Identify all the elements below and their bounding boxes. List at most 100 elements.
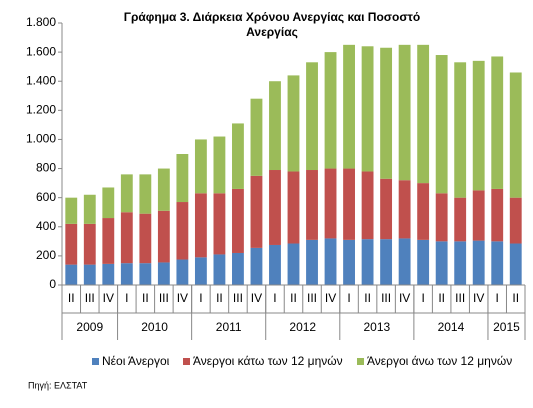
bar-segment — [157, 168, 170, 211]
bar-segment — [176, 154, 189, 203]
x-tick-label: IV — [103, 291, 114, 305]
bar-segment — [83, 264, 96, 285]
x-tick-label: IV — [399, 291, 410, 305]
bar-segment — [232, 123, 244, 189]
legend-swatch — [92, 358, 99, 365]
year-label: 2012 — [289, 320, 316, 334]
bar-segment — [194, 193, 207, 258]
bar-segment — [65, 264, 78, 285]
y-tick-label: 0 — [49, 277, 56, 291]
bar-segment — [250, 98, 263, 176]
bar-segment — [417, 44, 430, 184]
bar-segment — [491, 241, 504, 285]
x-tick-label: IV — [251, 291, 262, 305]
bar-segment — [472, 190, 485, 241]
x-tick-label: I — [496, 291, 499, 305]
bar-segment — [343, 168, 355, 240]
bar-segment — [83, 223, 96, 265]
x-tick-label: III — [85, 291, 95, 305]
bar-segment — [102, 187, 115, 219]
bar-segment — [454, 197, 467, 242]
y-tick-label: 1.000 — [26, 132, 56, 146]
bar-segment — [120, 212, 133, 264]
bar-segment — [361, 239, 374, 285]
legend-label: Άνεργοι άνω των 12 μηνών — [367, 354, 512, 368]
bar-segment — [287, 75, 300, 172]
x-tick-label: I — [273, 291, 276, 305]
x-tick-label: I — [199, 291, 202, 305]
bar-segment — [509, 72, 522, 198]
x-tick-label: IV — [177, 291, 188, 305]
bar-segment — [176, 202, 189, 260]
bar-segment — [232, 188, 244, 253]
bar-segment — [491, 56, 504, 189]
bar-segment — [269, 170, 281, 245]
bar-segment — [509, 197, 522, 244]
y-tick-label: 1.400 — [26, 73, 56, 87]
x-tick-label: I — [347, 291, 350, 305]
bar-segment — [120, 174, 133, 213]
x-tick-label: I — [421, 291, 424, 305]
bar-segment — [250, 247, 263, 285]
bar-segment — [176, 259, 189, 285]
bar-segment — [157, 262, 170, 285]
bar-segment — [361, 46, 374, 172]
bar-segment — [398, 44, 411, 181]
x-tick-label: II — [142, 291, 149, 305]
bar-segment — [417, 239, 430, 285]
year-label: 2013 — [363, 320, 390, 334]
legend-swatch — [357, 358, 364, 365]
bar-segment — [472, 60, 485, 191]
chart-title: Γράφημα 3. Διάρκεια Χρόνου Ανεργίας και … — [124, 10, 420, 24]
bar-segment — [435, 55, 448, 194]
legend-label: Άνεργοι κάτω των 12 μηνών — [193, 354, 343, 368]
x-tick-label: III — [307, 291, 317, 305]
bar-segment — [306, 62, 318, 171]
bar-segment — [398, 180, 411, 239]
bar-segment — [306, 239, 318, 285]
bar-segment — [380, 239, 393, 285]
bar-segment — [435, 193, 448, 242]
bar-segment — [139, 213, 152, 264]
chart-title: Ανεργίας — [246, 25, 298, 39]
y-tick-label: 600 — [36, 190, 56, 204]
year-label: 2011 — [216, 320, 242, 334]
bar-segment — [380, 47, 393, 179]
bar-segment — [213, 136, 226, 194]
bar-segment — [324, 238, 337, 285]
bar-segment — [343, 44, 355, 169]
y-tick-label: 1.200 — [26, 103, 56, 117]
bar-segment — [157, 210, 170, 263]
bar-segment — [306, 170, 318, 240]
bar-segment — [324, 168, 337, 239]
bar-segment — [417, 183, 430, 240]
legend-label: Νέοι Άνεργοι — [102, 354, 170, 368]
year-label: 2014 — [438, 320, 465, 334]
y-tick-label: 400 — [36, 219, 56, 233]
bar-segment — [250, 175, 263, 248]
bar-segment — [139, 174, 152, 214]
bar-segment — [398, 238, 411, 285]
bar-segment — [491, 188, 504, 242]
x-tick-label: II — [512, 291, 519, 305]
bar-segment — [194, 257, 207, 285]
bar-segment — [472, 240, 485, 285]
bar-segment — [287, 171, 300, 244]
x-tick-label: III — [455, 291, 465, 305]
bar-segment — [232, 252, 244, 285]
bar-segment — [324, 52, 337, 169]
bar-segment — [361, 171, 374, 240]
x-tick-label: III — [233, 291, 243, 305]
bar-segment — [269, 81, 281, 171]
bar-segment — [102, 263, 115, 285]
x-tick-label: II — [438, 291, 445, 305]
bar-segment — [65, 197, 78, 224]
x-tick-label: III — [159, 291, 169, 305]
x-tick-label: II — [364, 291, 371, 305]
year-label: 2009 — [76, 320, 103, 334]
x-tick-label: IV — [325, 291, 336, 305]
x-tick-label: II — [216, 291, 223, 305]
legend-swatch — [183, 358, 190, 365]
bar-segment — [435, 241, 448, 285]
